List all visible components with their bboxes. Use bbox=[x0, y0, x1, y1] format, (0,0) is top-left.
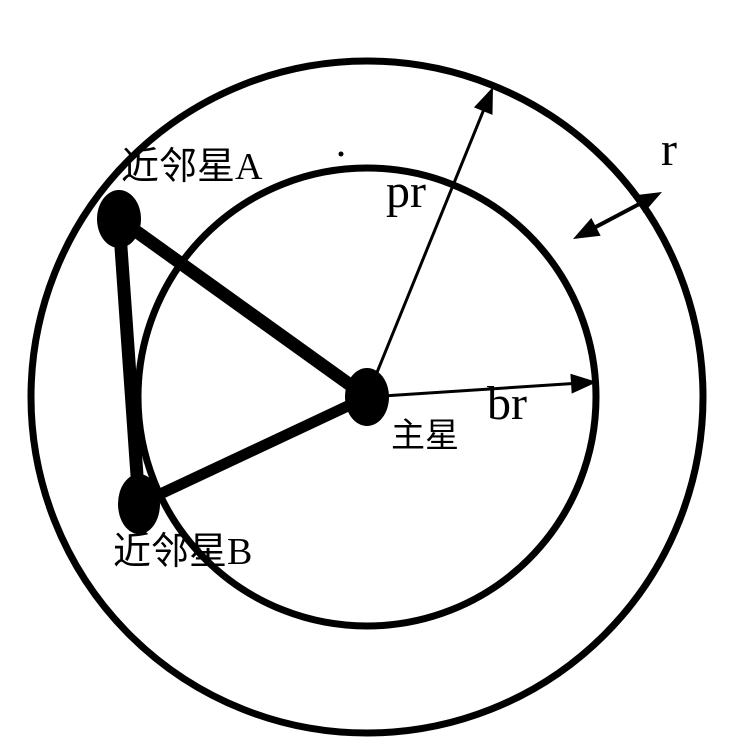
label-br: br bbox=[487, 377, 527, 430]
label-neighbor-a: 近邻星A bbox=[121, 146, 263, 188]
label-r: r bbox=[661, 123, 677, 176]
node-neighborB bbox=[118, 474, 160, 534]
label-neighbor-b: 近邻星B bbox=[113, 531, 252, 573]
misc-dot bbox=[339, 152, 344, 157]
node-neighborA bbox=[97, 190, 141, 248]
label-pr: pr bbox=[386, 165, 426, 218]
label-main: 主星 bbox=[391, 418, 459, 455]
node-main bbox=[345, 368, 389, 426]
